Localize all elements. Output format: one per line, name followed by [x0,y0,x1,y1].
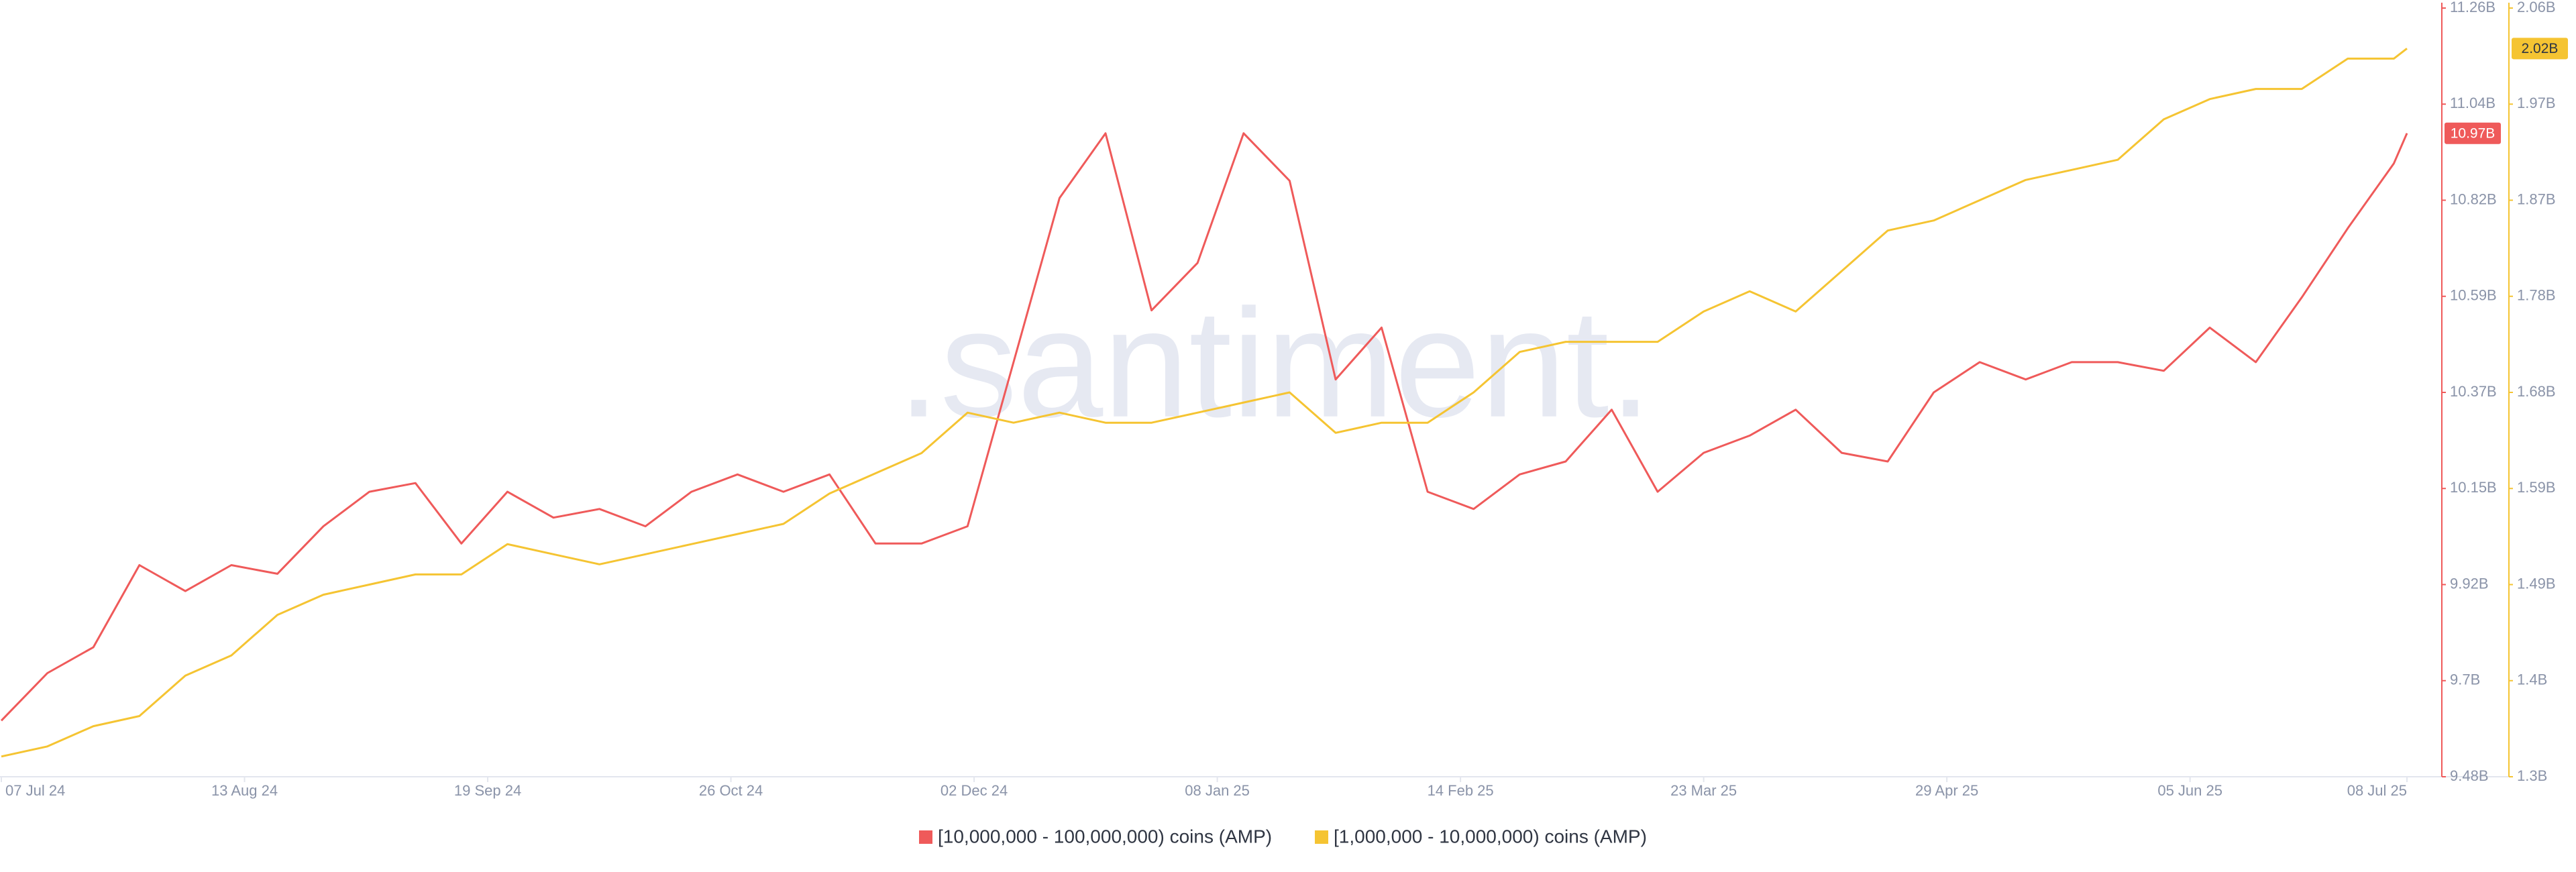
y2-tick-label: 1.49B [2517,575,2556,592]
legend-swatch [1315,830,1328,844]
x-tick-label: 05 Jun 25 [2157,782,2222,799]
y-tick-label: 11.04B [2450,95,2496,111]
y-tick-label: 11.26B [2450,0,2496,15]
y-tick-label: 10.15B [2450,479,2497,496]
y2-tick-label: 1.78B [2517,287,2556,304]
y2-tick-label: 1.87B [2517,190,2556,207]
series-line [1,48,2408,758]
current-value-badge [2445,122,2501,144]
legend-label: [1,000,000 - 10,000,000) coins (AMP) [1334,826,1647,847]
y2-tick-label: 1.59B [2517,479,2556,496]
y-tick-label: 9.92B [2450,575,2489,592]
y-tick-label: 10.37B [2450,383,2497,400]
x-tick-label: 02 Dec 24 [941,782,1008,799]
watermark: .santiment. [898,277,1652,449]
y2-tick-label: 1.68B [2517,383,2556,400]
y2-tick-label: 1.3B [2517,767,2547,784]
x-tick-label: 13 Aug 24 [211,782,278,799]
y-tick-label: 10.59B [2450,287,2497,304]
legend-label: [10,000,000 - 100,000,000) coins (AMP) [938,826,1272,847]
y-tick-label: 9.7B [2450,671,2480,688]
x-tick-label: 29 Apr 25 [1915,782,1978,799]
y-tick-label: 10.82B [2450,190,2497,207]
legend-swatch [919,830,932,844]
y-tick-label: 9.48B [2450,767,2489,784]
x-tick-label: 08 Jul 25 [2347,782,2407,799]
y2-tick-label: 1.4B [2517,671,2547,688]
y2-tick-label: 2.06B [2517,0,2556,15]
current-value-label: 2.02B [2522,41,2559,56]
x-tick-label: 07 Jul 24 [5,782,65,799]
x-tick-label: 23 Mar 25 [1670,782,1737,799]
x-tick-label: 08 Jan 25 [1185,782,1250,799]
current-value-label: 10.97B [2451,125,2496,141]
x-tick-label: 19 Sep 24 [454,782,521,799]
series-line [0,132,2408,722]
x-tick-label: 14 Feb 25 [1428,782,1494,799]
current-value-badge [2512,38,2568,60]
x-tick-label: 26 Oct 24 [699,782,763,799]
y2-tick-label: 1.97B [2517,95,2556,111]
